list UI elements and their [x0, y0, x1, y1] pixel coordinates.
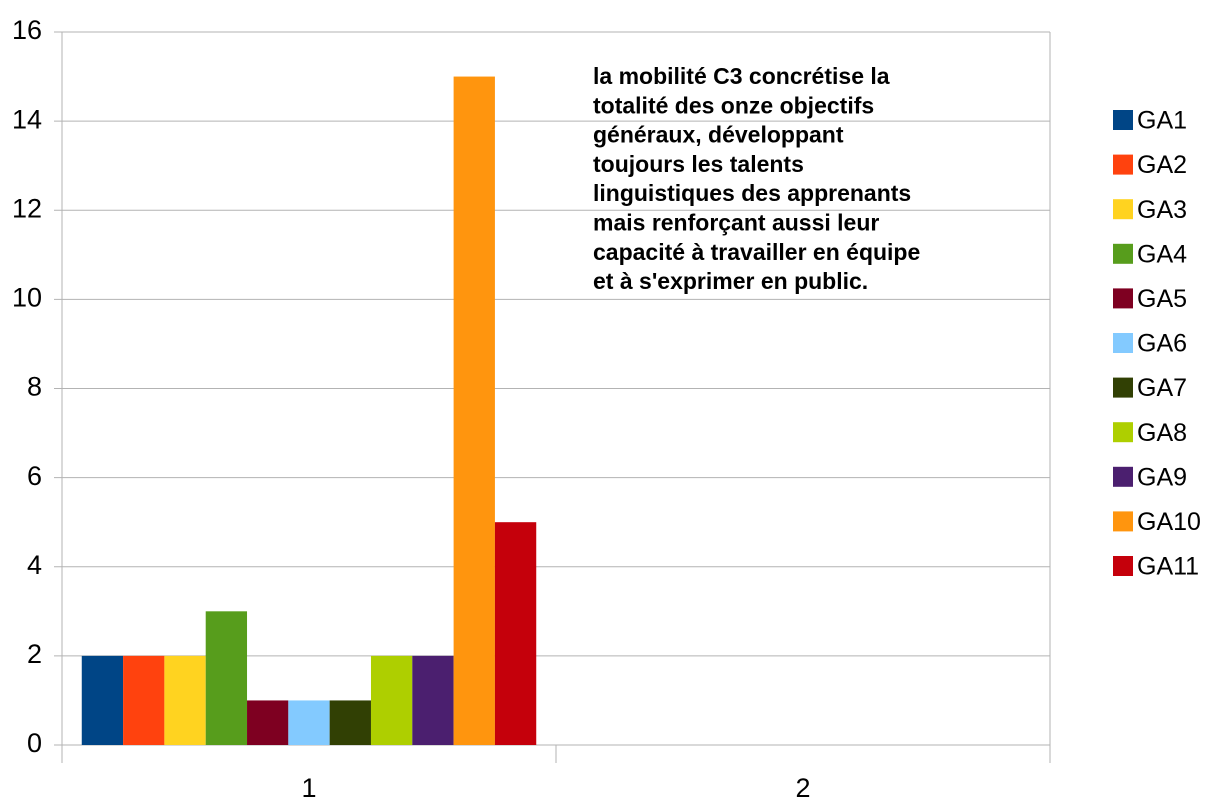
bar [164, 655, 206, 745]
y-tick-label: 0 [27, 728, 42, 758]
legend-label: GA6 [1137, 330, 1187, 358]
bar [205, 611, 248, 745]
y-tick-label: 6 [27, 461, 42, 491]
legend-label: GA9 [1137, 463, 1187, 491]
legend-swatch [1113, 110, 1133, 130]
legend-swatch [1113, 377, 1133, 398]
bar [123, 655, 165, 745]
legend-swatch [1113, 556, 1133, 576]
legend-label: GA3 [1137, 196, 1187, 224]
annotation: totalité des onze objectifs [593, 92, 874, 118]
bar [370, 655, 413, 745]
bar [453, 76, 495, 745]
annotation: capacité à travailler en équipe [593, 239, 920, 265]
legend-label: GA1 [1137, 107, 1187, 135]
annotation: généraux, développant [593, 122, 844, 148]
legend-swatch [1113, 333, 1133, 353]
bar [412, 655, 454, 745]
legend-swatch [1113, 288, 1133, 309]
y-tick-label: 14 [12, 104, 42, 134]
legend-swatch [1113, 199, 1133, 220]
legend-label: GA2 [1137, 151, 1187, 179]
legend-swatch [1113, 243, 1133, 264]
legend-label: GA5 [1137, 285, 1187, 313]
annotation: la mobilité C3 concrétise la [593, 63, 890, 89]
annotation: mais renforçant aussi leur [593, 210, 879, 236]
legend-label: GA4 [1137, 240, 1187, 268]
y-tick-label: 16 [12, 15, 42, 45]
y-tick-label: 2 [27, 639, 42, 669]
annotation: et à s'exprimer en public. [593, 268, 868, 294]
legend-label: GA11 [1137, 553, 1199, 581]
y-tick-label: 8 [27, 372, 42, 402]
bar [247, 700, 289, 745]
x-tick-label: 2 [795, 773, 810, 803]
y-tick-label: 12 [12, 193, 42, 223]
bar [288, 700, 330, 745]
y-tick-label: 10 [12, 283, 42, 313]
legend-swatch [1113, 466, 1133, 487]
bar [329, 700, 371, 745]
legend-swatch [1113, 422, 1133, 443]
y-tick-label: 4 [27, 550, 42, 580]
legend-swatch [1113, 154, 1133, 175]
annotation: linguistiques des apprenants [593, 180, 911, 206]
x-tick-label: 1 [301, 773, 316, 803]
legend-swatch [1113, 511, 1133, 532]
legend-label: GA10 [1137, 508, 1201, 536]
legend-label: GA7 [1137, 374, 1187, 402]
annotation: toujours les talents [593, 151, 804, 177]
bar [81, 655, 124, 745]
legend-label: GA8 [1137, 419, 1187, 447]
bar [494, 522, 537, 745]
